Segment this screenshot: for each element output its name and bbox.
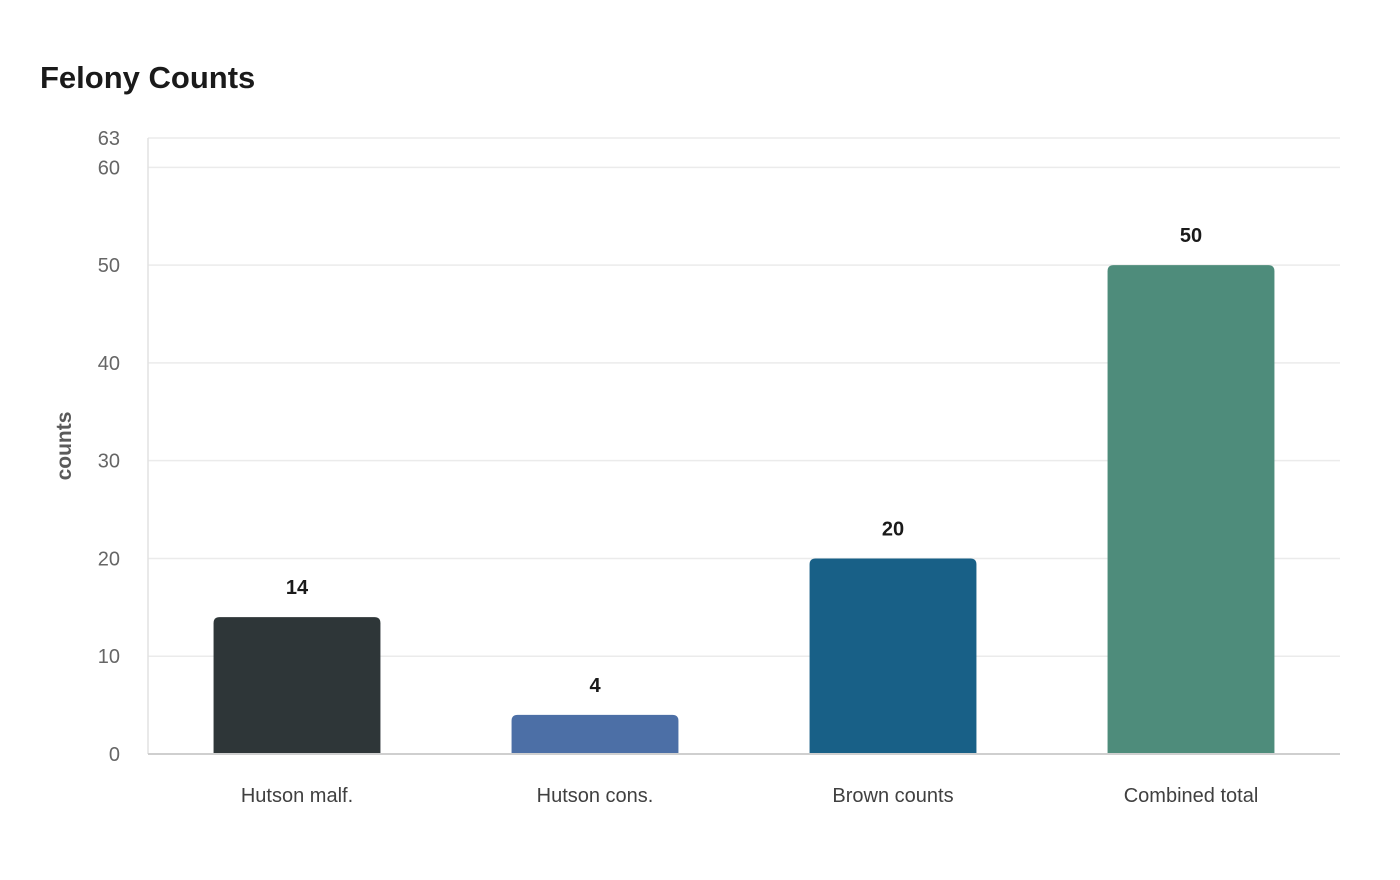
y-tick-label: 20 bbox=[98, 548, 120, 570]
x-category-label: Brown counts bbox=[832, 785, 953, 807]
value-labels: 14 4 20 50 bbox=[286, 225, 1202, 697]
bar bbox=[1107, 265, 1275, 754]
bar bbox=[213, 617, 381, 754]
y-tick-label: 10 bbox=[98, 646, 120, 668]
y-tick-label: 30 bbox=[98, 451, 120, 473]
bar-value-label: 20 bbox=[882, 518, 904, 540]
x-category-label: Hutson cons. bbox=[537, 785, 654, 807]
bars bbox=[213, 265, 1275, 754]
bar-value-label: 14 bbox=[286, 577, 309, 599]
bar-value-label: 50 bbox=[1180, 225, 1202, 247]
bar bbox=[511, 714, 679, 754]
x-category-label: Hutson malf. bbox=[241, 785, 353, 807]
y-axis-title: counts bbox=[53, 412, 76, 481]
bar-value-label: 4 bbox=[589, 675, 601, 697]
y-tick-label: 0 bbox=[109, 744, 120, 766]
x-category-label: Combined total bbox=[1124, 785, 1259, 807]
chart-title: Felony Counts bbox=[40, 60, 256, 95]
y-tick-label: 40 bbox=[98, 353, 120, 375]
y-tick-label: 63 bbox=[98, 128, 120, 150]
y-axis-ticks: 0 10 20 30 40 50 60 63 bbox=[98, 128, 120, 766]
y-tick-label: 60 bbox=[98, 157, 120, 179]
y-tick-label: 50 bbox=[98, 255, 120, 277]
bar bbox=[809, 558, 977, 754]
x-axis-categories: Hutson malf. Hutson cons. Brown counts Comb… bbox=[241, 785, 1258, 807]
